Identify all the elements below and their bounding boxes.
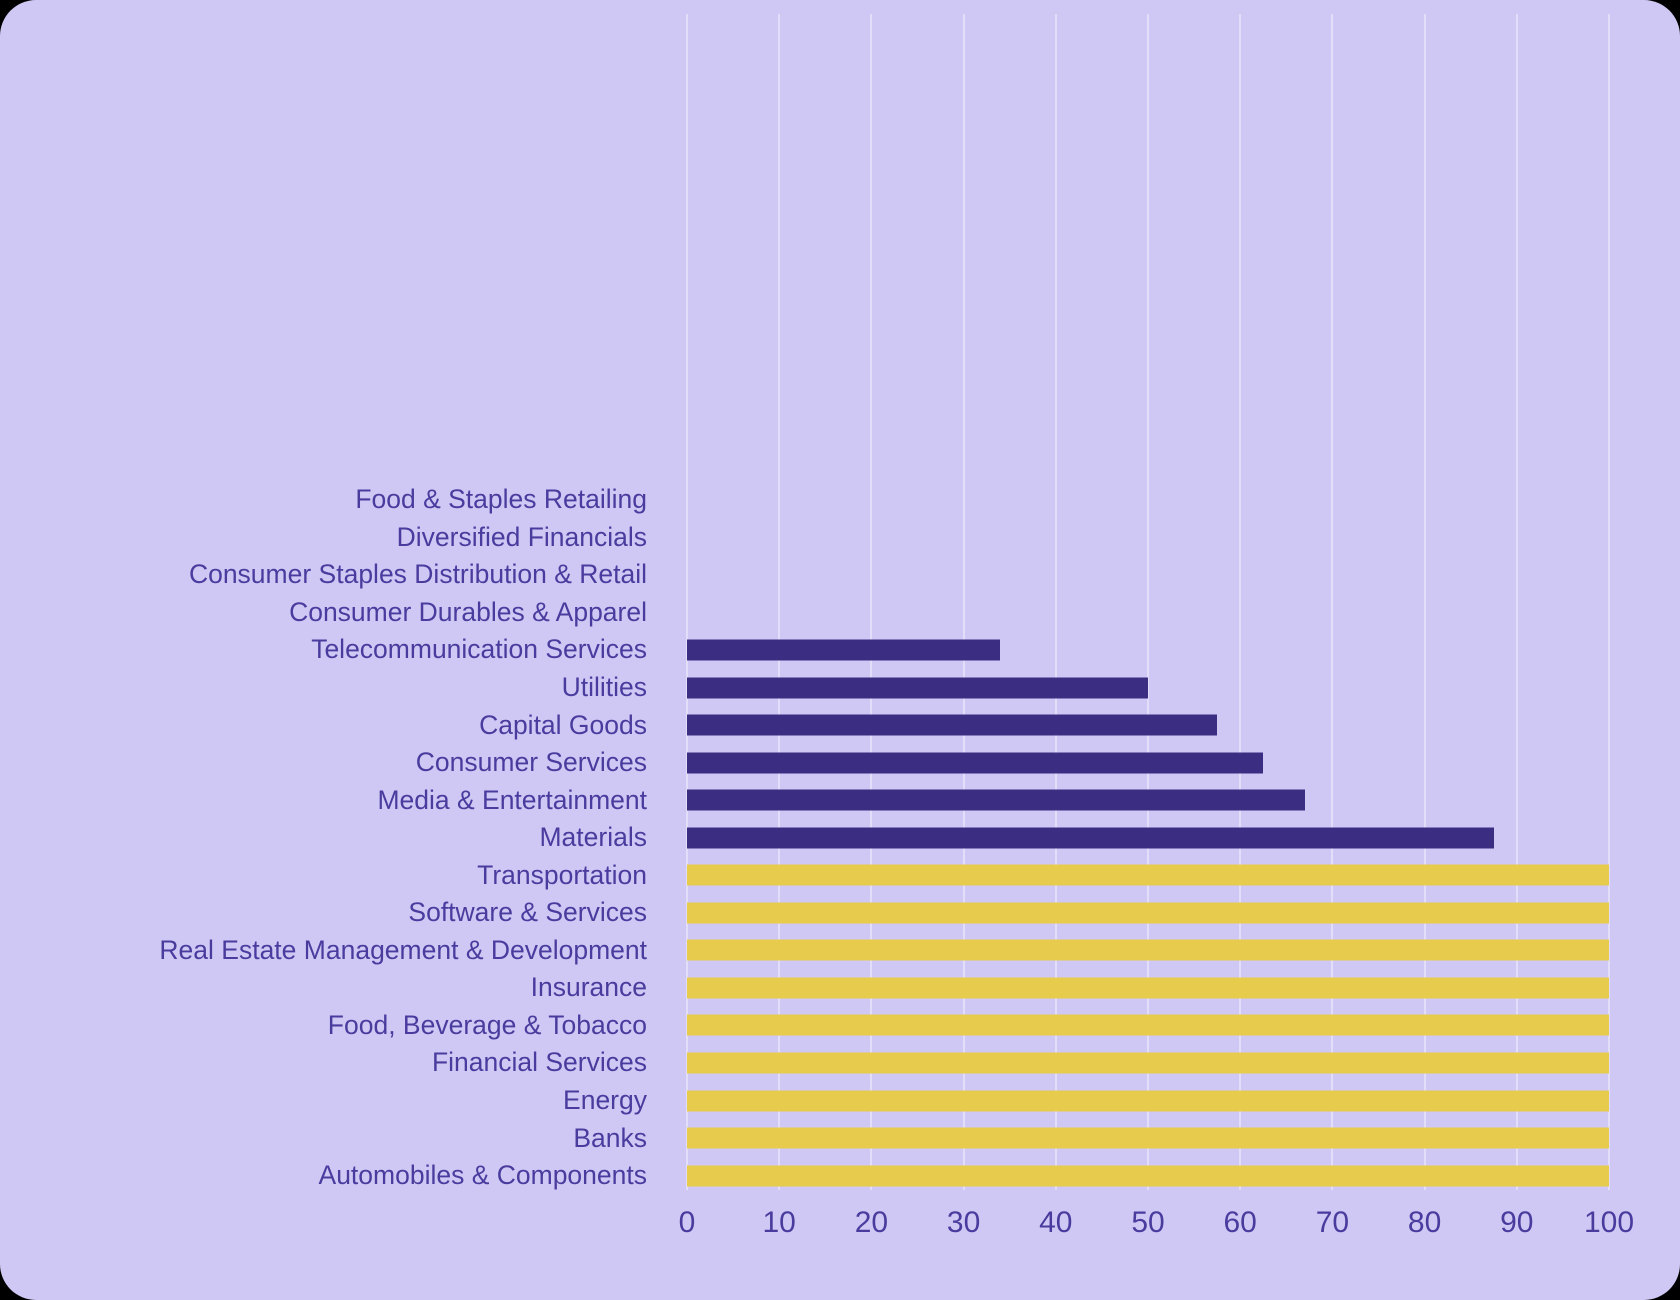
category-label: Materials — [539, 822, 647, 853]
x-tick-label: 10 — [762, 1206, 796, 1239]
bar — [687, 752, 1264, 774]
bar — [687, 977, 1609, 999]
bar-track — [687, 744, 1609, 782]
bar-track — [687, 556, 1609, 594]
bar — [687, 1165, 1609, 1187]
category-row: Energy — [0, 1082, 1680, 1120]
gridline — [1608, 14, 1610, 1190]
category-row: Capital Goods — [0, 706, 1680, 744]
category-row: Materials — [0, 819, 1680, 857]
category-label: Transportation — [477, 859, 647, 890]
x-tick-label: 40 — [1039, 1206, 1073, 1239]
x-tick-label: 50 — [1131, 1206, 1165, 1239]
bar — [687, 864, 1609, 886]
gridline — [1054, 14, 1057, 1190]
category-label: Utilities — [561, 672, 647, 702]
bar-track — [687, 819, 1609, 857]
category-row: Consumer Durables & Apparel — [0, 594, 1680, 632]
bar — [687, 1090, 1609, 1112]
bar-track — [687, 481, 1609, 519]
x-tick-label: 60 — [1223, 1206, 1257, 1239]
category-label: Banks — [573, 1122, 647, 1153]
bar-track — [687, 1082, 1609, 1120]
bar-track — [687, 1119, 1609, 1157]
category-row: Consumer Services — [0, 744, 1680, 782]
category-row: Financial Services — [0, 1044, 1680, 1082]
bar-track — [687, 706, 1609, 744]
category-row: Real Estate Management & Development — [0, 932, 1680, 970]
gridline — [1147, 14, 1149, 1190]
category-row: Insurance — [0, 969, 1680, 1007]
category-row: Telecommunication Services — [0, 631, 1680, 669]
bar — [687, 1014, 1609, 1036]
bar-rows: Food & Staples Retailing Diversified Fin… — [0, 481, 1680, 1194]
x-tick-label: 100 — [1583, 1206, 1635, 1239]
gridline — [962, 14, 965, 1190]
bar-track — [687, 669, 1609, 707]
category-row: Software & Services — [0, 894, 1680, 932]
bar-track — [687, 1157, 1609, 1195]
bar — [687, 789, 1305, 811]
category-row: Utilities — [0, 669, 1680, 707]
bar — [687, 902, 1609, 924]
bar — [687, 677, 1148, 698]
category-label: Automobiles & Components — [318, 1160, 647, 1191]
bar-track — [687, 594, 1609, 632]
x-tick-label: 70 — [1315, 1206, 1350, 1239]
bar-track — [687, 519, 1609, 557]
gridline — [1423, 14, 1426, 1190]
bar — [687, 1052, 1609, 1074]
gridline — [870, 14, 873, 1190]
gridline — [1239, 14, 1242, 1190]
category-label: Real Estate Management & Development — [159, 934, 647, 965]
category-label: Financial Services — [431, 1047, 647, 1078]
category-row: Diversified Financials — [0, 519, 1680, 557]
bar-track — [687, 1044, 1609, 1082]
category-label: Media & Entertainment — [377, 784, 647, 815]
category-label: Software & Services — [408, 897, 647, 928]
bar — [687, 639, 1001, 661]
x-tick-label: 30 — [946, 1206, 981, 1239]
bar-track — [687, 969, 1609, 1007]
gridline — [686, 14, 688, 1190]
gridline — [1331, 14, 1334, 1190]
bar-track — [687, 856, 1609, 894]
category-row: Food & Staples Retailing — [0, 481, 1680, 519]
category-label: Diversified Financials — [396, 521, 647, 552]
category-row: Consumer Staples Distribution & Retail — [0, 556, 1680, 594]
category-label: Energy — [563, 1085, 647, 1116]
category-row: Transportation — [0, 856, 1680, 894]
category-label: Consumer Durables & Apparel — [289, 596, 647, 627]
category-label: Telecommunication Services — [311, 634, 647, 665]
gridline — [1515, 14, 1518, 1190]
bar-track — [687, 932, 1609, 970]
x-tick-label: 90 — [1500, 1206, 1534, 1239]
bar-track — [687, 631, 1609, 669]
category-label: Consumer Staples Distribution & Retail — [188, 559, 647, 590]
bar-track — [687, 781, 1609, 819]
category-row: Food, Beverage & Tobacco — [0, 1007, 1680, 1045]
category-row: Automobiles & Components — [0, 1157, 1680, 1195]
bar — [687, 939, 1609, 961]
bar — [687, 1127, 1609, 1149]
category-row: Media & Entertainment — [0, 781, 1680, 819]
bar-track — [687, 894, 1609, 932]
gridline — [778, 14, 781, 1190]
bar-track — [687, 1007, 1609, 1045]
x-tick-label: 0 — [678, 1206, 696, 1239]
category-label: Food & Staples Retailing — [355, 484, 647, 515]
x-tick-label: 80 — [1407, 1206, 1442, 1239]
category-label: Food, Beverage & Tobacco — [327, 1009, 647, 1040]
category-label: Capital Goods — [479, 709, 647, 740]
bar — [687, 714, 1218, 736]
bar — [687, 827, 1494, 849]
category-row: Banks — [0, 1119, 1680, 1157]
category-label: Consumer Services — [415, 747, 647, 778]
category-label: Insurance — [530, 972, 647, 1003]
x-tick-label: 20 — [854, 1206, 889, 1239]
